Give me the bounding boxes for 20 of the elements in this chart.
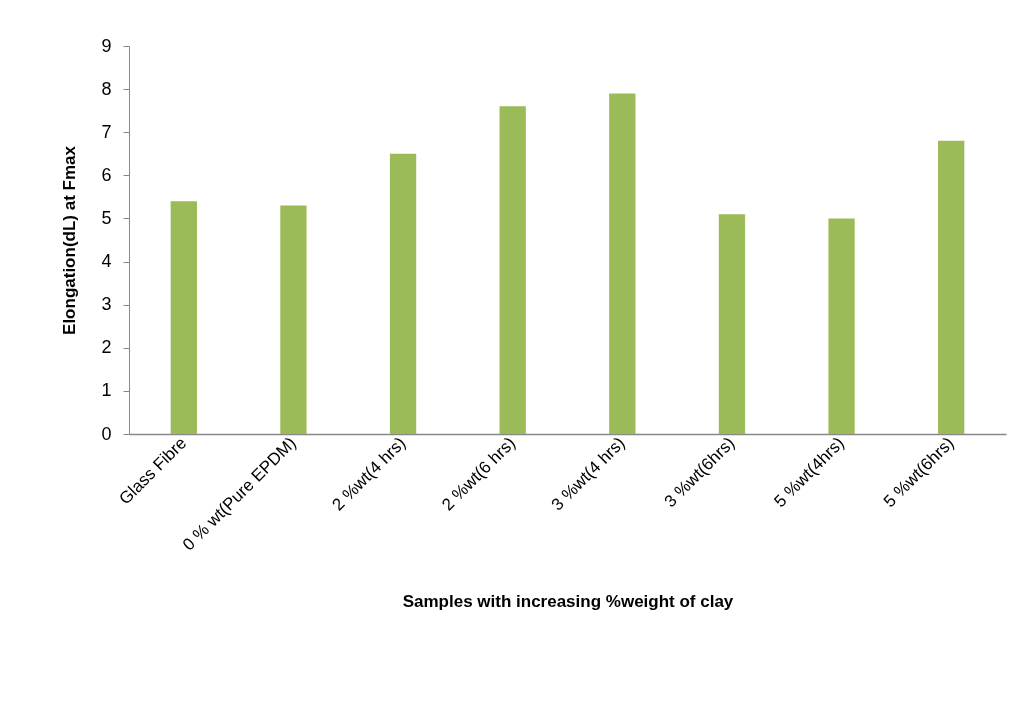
y-tick-label: 7 xyxy=(101,121,112,142)
y-tick-label: 2 xyxy=(101,337,112,358)
y-tick-label: 5 xyxy=(101,207,112,228)
y-tick-label: 9 xyxy=(101,35,112,56)
x-axis-title: Samples with increasing %weight of clay xyxy=(402,591,734,611)
y-tick-label: 1 xyxy=(101,380,112,401)
bar xyxy=(389,153,417,434)
y-tick-label: 0 xyxy=(101,423,112,444)
bar xyxy=(280,205,307,434)
bar xyxy=(718,214,746,434)
bar xyxy=(170,201,197,434)
bar xyxy=(828,218,855,434)
y-tick-label: 6 xyxy=(101,164,112,185)
bar xyxy=(499,106,526,434)
bar xyxy=(609,93,636,434)
y-tick-label: 8 xyxy=(101,78,112,99)
bar xyxy=(938,140,965,434)
y-axis-title: Elongation(dL) at Fmax xyxy=(60,145,80,335)
y-tick-label: 3 xyxy=(101,294,112,315)
y-tick-label: 4 xyxy=(101,251,112,272)
